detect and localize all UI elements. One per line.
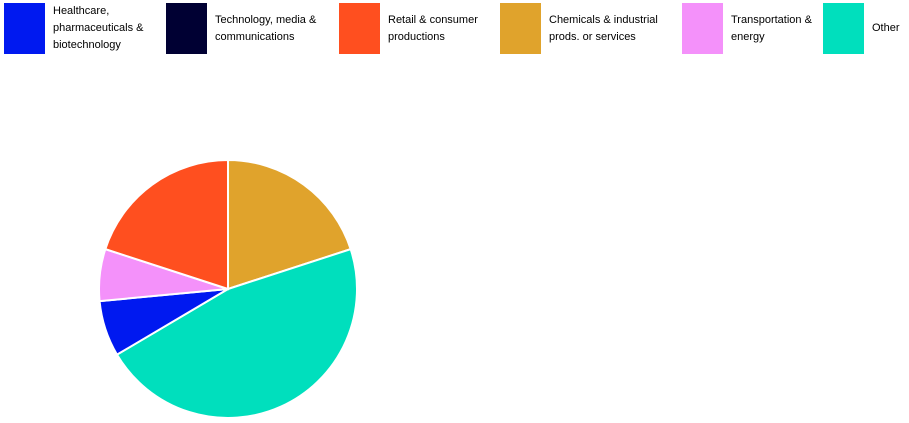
pie-slice[interactable] [227,158,352,291]
legend-item[interactable]: Transportation & energy [682,3,823,55]
legend-label: Technology, media & communications [215,13,317,43]
legend-label: Other [872,22,900,34]
legend-swatch [682,3,723,54]
pie-slice[interactable] [115,247,358,419]
legend-item[interactable]: Chemicals & industrial prods. or service… [500,3,682,55]
legend-label: Retail & consumer productions [388,13,478,43]
legend-swatch [500,3,541,54]
legend-swatch [4,3,45,54]
legend-swatch [166,3,207,54]
legend-item[interactable]: Technology, media & communications [166,3,338,55]
legend-label: Transportation & energy [731,13,812,43]
legend-item[interactable]: Retail & consumer productions [339,3,500,55]
legend-item[interactable]: Healthcare, pharmaceuticals & biotechnol… [4,3,164,55]
pie-slice[interactable] [104,158,229,291]
legend-label: Healthcare, pharmaceuticals & biotechnol… [53,5,144,51]
legend-label: Chemicals & industrial prods. or service… [549,13,658,43]
legend-item[interactable]: Other [823,3,909,55]
legend-swatch [339,3,380,54]
legend-swatch [823,3,864,54]
